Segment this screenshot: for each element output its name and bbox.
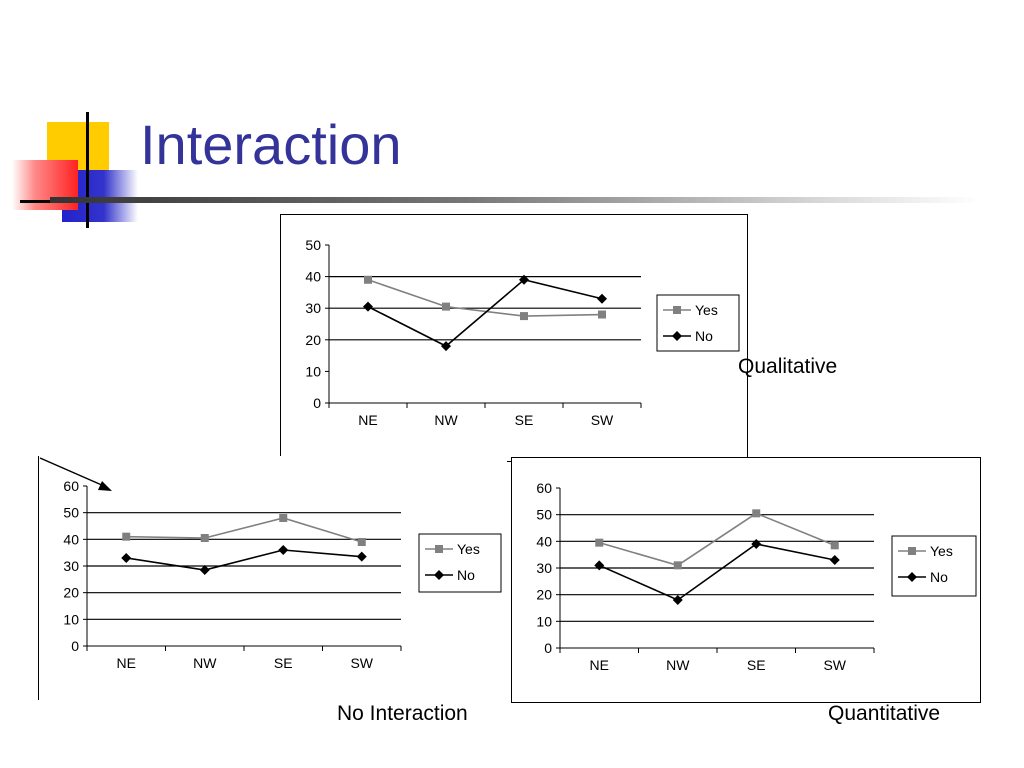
y-tick-label: 0 bbox=[544, 640, 552, 656]
x-tick-label: NW bbox=[193, 655, 217, 671]
y-tick-label: 20 bbox=[63, 585, 79, 601]
y-tick-label: 0 bbox=[313, 395, 321, 411]
x-tick-label: SW bbox=[823, 657, 846, 673]
no-interaction-chart: 0 10 20 30 40 50 60 NE NW SE SW Yes No bbox=[63, 478, 502, 671]
data-point-yes bbox=[122, 532, 131, 541]
legend-marker-no bbox=[434, 570, 444, 580]
data-point-no bbox=[356, 551, 367, 562]
y-tick-label: 40 bbox=[63, 531, 79, 547]
data-point-yes bbox=[520, 312, 528, 321]
series-line-yes bbox=[126, 517, 362, 543]
series-line-yes bbox=[599, 512, 836, 567]
legend-label-yes: Yes bbox=[457, 541, 480, 557]
data-point-yes bbox=[442, 302, 450, 311]
legend-label-no: No bbox=[930, 569, 948, 585]
x-tick-label: SE bbox=[747, 657, 766, 673]
y-tick-label: 40 bbox=[536, 533, 552, 549]
slide-title: Interaction bbox=[140, 113, 402, 176]
y-tick-label: 60 bbox=[536, 480, 552, 496]
deco-vertical-line bbox=[86, 112, 89, 228]
legend-marker-yes bbox=[673, 306, 681, 314]
data-point-yes bbox=[200, 534, 209, 542]
data-point-yes bbox=[673, 561, 682, 570]
x-tick-label: SW bbox=[591, 412, 614, 428]
legend-marker-no bbox=[672, 331, 682, 341]
y-tick-label: 0 bbox=[71, 638, 79, 654]
y-tick-label: 60 bbox=[63, 478, 79, 494]
arrow-icon bbox=[39, 457, 112, 491]
caption-no-interaction: No Interaction bbox=[337, 702, 468, 725]
y-tick-label: 10 bbox=[305, 363, 321, 379]
data-point-no bbox=[597, 293, 607, 304]
qualitative-chart-panel: 0 10 20 30 40 50 NE NW SE SW Yes No bbox=[280, 214, 748, 462]
series-line-yes bbox=[367, 279, 603, 317]
data-point-no bbox=[441, 341, 451, 352]
legend-label-no: No bbox=[457, 567, 475, 583]
x-tick-label: NE bbox=[358, 412, 377, 428]
y-tick-label: 30 bbox=[63, 558, 79, 574]
series-line-no bbox=[367, 278, 603, 348]
legend bbox=[656, 294, 740, 352]
data-point-yes bbox=[598, 310, 606, 319]
y-tick-label: 20 bbox=[305, 332, 321, 348]
y-tick-label: 50 bbox=[536, 507, 552, 523]
series-line-no bbox=[598, 543, 835, 601]
legend-label-yes: Yes bbox=[695, 302, 718, 318]
data-point-yes bbox=[595, 538, 604, 547]
y-tick-label: 30 bbox=[536, 560, 552, 576]
quantitative-chart: 0 10 20 30 40 50 60 NE NW SE SW Yes No bbox=[536, 480, 977, 673]
x-tick-label: NW bbox=[666, 657, 690, 673]
y-tick-label: 50 bbox=[63, 505, 79, 521]
legend-label-yes: Yes bbox=[930, 543, 953, 559]
y-tick-label: 10 bbox=[63, 611, 79, 627]
legend-marker-yes bbox=[908, 547, 916, 555]
y-tick-label: 20 bbox=[536, 587, 552, 603]
legend bbox=[418, 533, 502, 593]
series-line-no bbox=[126, 549, 362, 571]
x-tick-label: NE bbox=[117, 655, 136, 671]
legend-label-no: No bbox=[695, 328, 713, 344]
title-underline bbox=[50, 197, 980, 203]
data-point-no bbox=[829, 555, 840, 565]
y-tick-label: 40 bbox=[305, 269, 321, 285]
legend-marker-yes bbox=[435, 545, 443, 553]
x-tick-label: SE bbox=[274, 655, 293, 671]
data-point-no bbox=[672, 595, 683, 605]
data-point-yes bbox=[364, 275, 372, 284]
qualitative-chart: 0 10 20 30 40 50 NE NW SE SW Yes No bbox=[305, 237, 740, 428]
legend bbox=[891, 535, 977, 597]
data-point-no bbox=[751, 539, 762, 549]
no-interaction-chart-panel: 0 10 20 30 40 50 60 NE NW SE SW Yes No bbox=[38, 456, 507, 700]
caption-qualitative: Qualitative bbox=[738, 355, 838, 378]
legend-marker-no bbox=[907, 572, 917, 582]
y-tick-label: 50 bbox=[305, 237, 321, 253]
data-point-no bbox=[594, 560, 605, 571]
x-tick-label: NE bbox=[590, 657, 609, 673]
data-point-no bbox=[363, 301, 373, 312]
data-point-no bbox=[121, 553, 132, 563]
y-tick-label: 10 bbox=[536, 613, 552, 629]
x-tick-label: SE bbox=[515, 412, 534, 428]
data-point-yes bbox=[830, 541, 839, 550]
data-point-no bbox=[199, 565, 210, 575]
y-tick-label: 30 bbox=[305, 300, 321, 316]
x-tick-label: SW bbox=[350, 655, 373, 671]
data-point-yes bbox=[357, 538, 366, 546]
x-tick-label: NW bbox=[434, 412, 458, 428]
data-point-yes bbox=[752, 509, 761, 518]
data-point-no bbox=[519, 274, 529, 285]
caption-quantitative: Quantitative bbox=[828, 702, 941, 725]
quantitative-chart-panel: 0 10 20 30 40 50 60 NE NW SE SW Yes No bbox=[511, 457, 981, 703]
data-point-no bbox=[278, 545, 289, 555]
data-point-yes bbox=[279, 514, 288, 522]
